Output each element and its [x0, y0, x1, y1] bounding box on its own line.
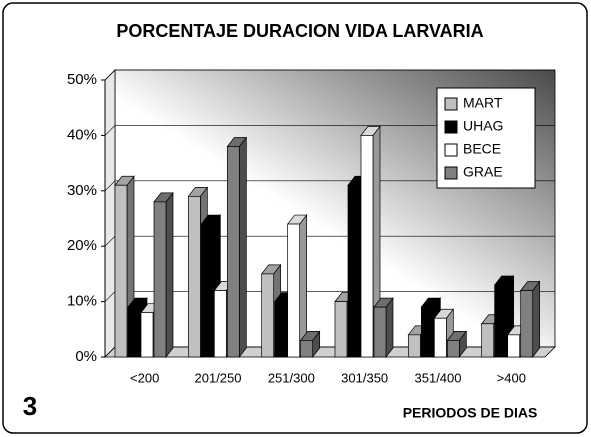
legend-swatch — [444, 120, 458, 134]
figure-label: 3 — [23, 391, 37, 421]
bar — [187, 195, 201, 358]
legend-swatch — [444, 166, 458, 180]
bar — [373, 306, 387, 358]
chart-title: PORCENTAJE DURACION VIDA LARVARIA — [116, 21, 483, 41]
x-tick-label: 301/350 — [341, 370, 388, 385]
y-tick-label: 30% — [67, 182, 97, 199]
bar — [347, 184, 361, 358]
bar — [226, 146, 240, 358]
bar — [261, 273, 275, 358]
legend-label: MART — [463, 95, 503, 111]
bar — [287, 223, 301, 358]
legend: MART UHAG BECE GRAE — [436, 87, 536, 189]
legend-swatch — [444, 97, 458, 111]
bar — [213, 290, 227, 358]
legend-label: GRAE — [463, 164, 503, 180]
bar — [274, 301, 288, 358]
bar — [507, 334, 521, 358]
bar — [420, 306, 434, 358]
x-tick-label: >400 — [497, 370, 526, 385]
bar — [433, 317, 447, 358]
bar-side — [532, 280, 541, 359]
bar — [153, 201, 167, 358]
bar — [481, 323, 495, 358]
y-tick-label: 10% — [67, 293, 97, 310]
bar-side — [238, 136, 247, 359]
bar — [200, 223, 214, 358]
bar — [140, 312, 154, 358]
bar — [520, 290, 534, 358]
bar — [407, 334, 421, 358]
bar-side — [165, 191, 174, 359]
bar — [360, 135, 374, 358]
y-tick-label: 50% — [67, 71, 97, 88]
x-tick-label: <200 — [130, 370, 159, 385]
y-tick-label: 0% — [75, 348, 97, 365]
bar — [114, 184, 128, 358]
side-wall — [104, 69, 116, 358]
y-tick-label: 40% — [67, 126, 97, 143]
x-axis-title: PERIODOS DE DIAS — [403, 405, 538, 421]
bar — [494, 284, 508, 358]
bar — [300, 340, 314, 358]
grid-line — [104, 125, 555, 136]
legend-swatch — [444, 143, 458, 157]
legend-label: UHAG — [463, 118, 503, 134]
legend-label: BECE — [463, 141, 501, 157]
bar-side — [385, 297, 394, 359]
bar — [334, 301, 348, 358]
x-tick-label: 251/300 — [268, 370, 315, 385]
plot-area: 0% 10% 20% 30% 40% 50% <200 201/250 251/300 301/3… — [67, 69, 556, 385]
x-tick-label: 201/250 — [195, 370, 242, 385]
grid-line — [104, 180, 555, 192]
x-tick-label: 351/400 — [415, 370, 462, 385]
y-tick-label: 20% — [67, 237, 97, 254]
grid-line — [104, 69, 555, 81]
bar — [446, 340, 460, 358]
bar — [127, 306, 141, 358]
